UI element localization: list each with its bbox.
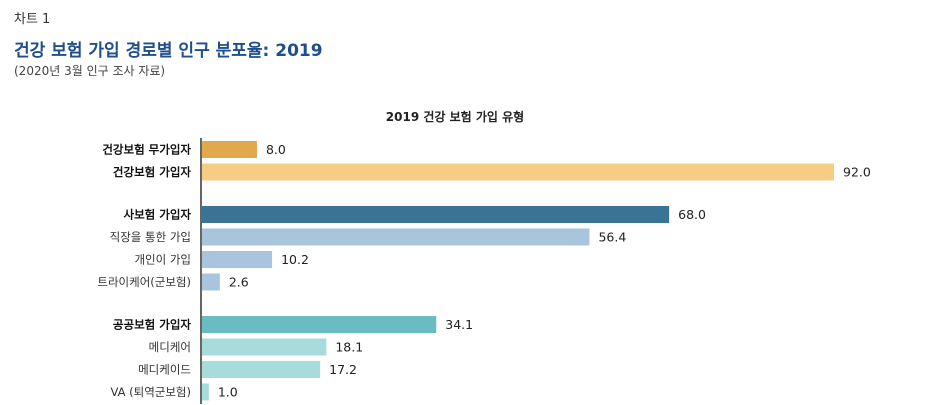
value-label: 2.6 — [229, 275, 249, 290]
value-label: 10.2 — [281, 252, 309, 267]
value-label: 34.1 — [445, 317, 473, 332]
value-label: 68.0 — [678, 207, 706, 222]
category-label: 트라이케어(군보험) — [97, 275, 191, 289]
chart-title: 2019 건강 보험 가입 유형 — [386, 109, 524, 124]
page-subtitle: (2020년 3월 인구 조사 자료) — [14, 64, 166, 78]
category-label: 공공보험 가입자 — [113, 318, 191, 332]
category-label: 메디케어 — [149, 340, 191, 354]
category-label: 직장을 통한 가입 — [110, 230, 191, 244]
bar-coverage-1 — [202, 163, 834, 181]
category-label: 메디케이드 — [138, 363, 191, 377]
bar-private-2 — [202, 251, 273, 268]
value-label: 92.0 — [843, 165, 871, 180]
bar-private-1 — [202, 228, 590, 246]
value-label: 8.0 — [266, 142, 286, 157]
value-label: 18.1 — [335, 340, 363, 355]
bar-public-0 — [202, 316, 437, 333]
bar-public-1 — [202, 338, 327, 356]
bar-coverage-0 — [202, 141, 257, 158]
category-label: VA (퇴역군보험) — [110, 385, 191, 399]
category-label: 사보험 가입자 — [124, 208, 192, 222]
bar-public-2 — [202, 361, 321, 378]
bar-public-3 — [202, 383, 209, 401]
category-label: 건강보험 무가입자 — [102, 143, 191, 157]
bar-private-0 — [202, 206, 670, 223]
page-title: 건강 보험 가입 경로별 인구 분포율: 2019 — [14, 41, 323, 61]
value-label: 1.0 — [218, 385, 238, 400]
value-label: 56.4 — [598, 230, 626, 245]
bar-private-3 — [202, 273, 220, 291]
chart-number-label: 차트 1 — [14, 12, 51, 27]
bar-group: 건강보험 무가입자 8.0 건강보험 가입자 92.0 사보험 가입자 68.0 직장을 통… — [97, 138, 871, 404]
category-label: 개인이 가입 — [134, 253, 191, 267]
category-label: 건강보험 가입자 — [113, 165, 191, 179]
value-label: 17.2 — [329, 362, 357, 377]
